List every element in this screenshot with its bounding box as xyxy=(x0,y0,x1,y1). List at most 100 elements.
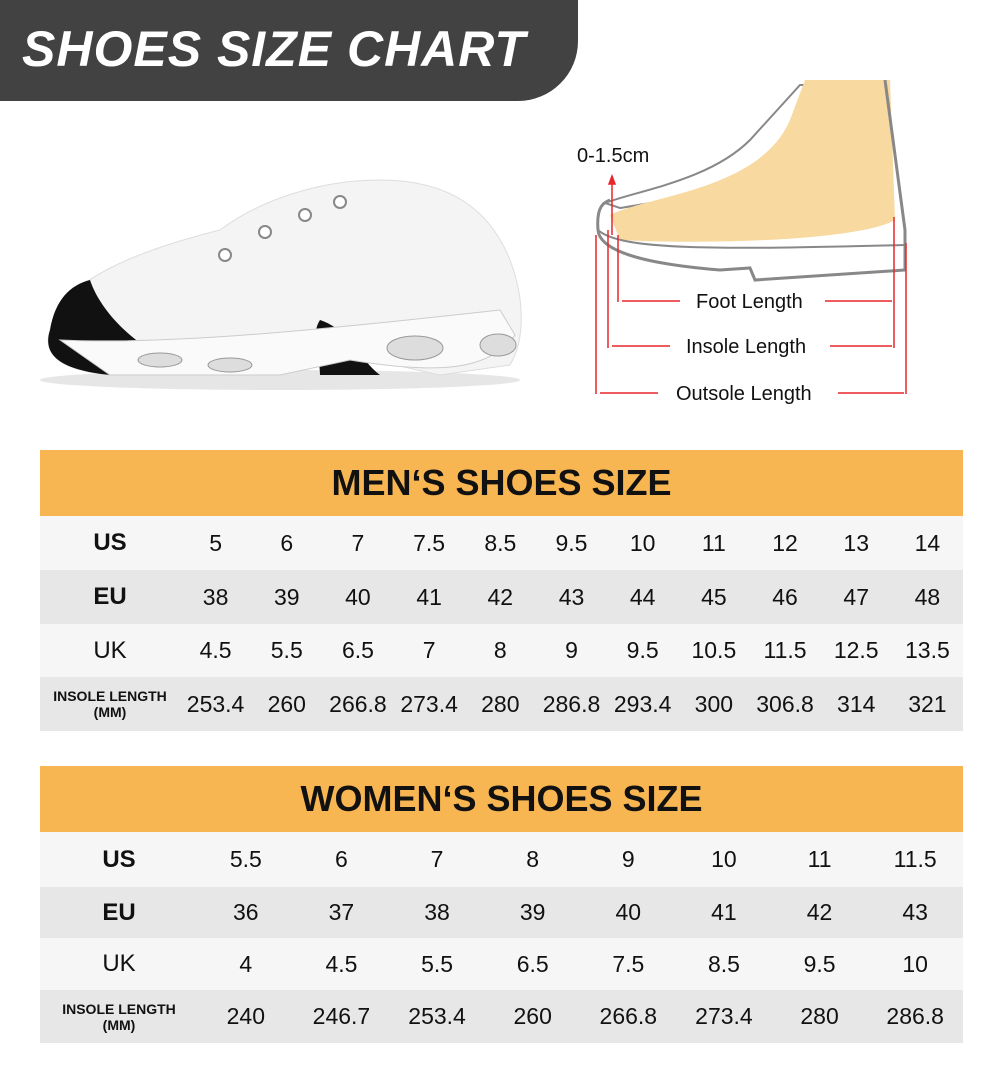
row-label: INSOLE LENGTH (MM) xyxy=(40,688,180,720)
table-cell: 9 xyxy=(621,846,635,872)
table-cell: 246.7 xyxy=(312,1003,371,1029)
table-cell: 10.5 xyxy=(691,637,737,663)
table-cell: 6.5 xyxy=(516,950,549,977)
table-cell: 11.5 xyxy=(893,846,937,872)
row-label: US xyxy=(102,845,136,873)
table-cell: 321 xyxy=(908,690,947,717)
table-cell: 12 xyxy=(772,529,798,556)
table-row-us: US 5 6 7 7.5 8.5 9.5 10 11 12 13 14 xyxy=(40,516,963,570)
table-cell: 7 xyxy=(422,637,436,663)
table-cell: 46 xyxy=(772,583,798,610)
table-cell: 8.5 xyxy=(707,950,740,977)
outsole-length-label: Outsole Length xyxy=(676,383,812,405)
table-cell: 8 xyxy=(493,637,507,663)
toe-gap-label: 0-1.5cm xyxy=(577,145,649,167)
insole-length-label: Insole Length xyxy=(686,336,806,358)
table-cell: 40 xyxy=(615,899,642,925)
row-label: UK xyxy=(102,950,136,977)
row-label: US xyxy=(93,529,127,556)
table-cell: 9 xyxy=(565,637,578,663)
foot-measurement-diagram: 0-1.5cm Foot Length Insole Length Outsol… xyxy=(577,80,907,405)
title-banner: SHOES SIZE CHART xyxy=(0,0,578,101)
sneaker-image xyxy=(40,179,522,390)
mens-table-title: MEN‘S SHOES SIZE xyxy=(40,450,963,516)
table-cell: 8.5 xyxy=(484,529,517,556)
table-cell: 4 xyxy=(239,950,253,977)
table-cell: 300 xyxy=(694,690,734,717)
table-cell: 314 xyxy=(837,690,876,717)
table-cell: 9.5 xyxy=(555,529,588,556)
table-row-insole-length: INSOLE LENGTH (MM) 240 246.7 253.4 260 266.8 27… xyxy=(40,990,963,1043)
row-label-unit: (MM) xyxy=(93,704,127,720)
mens-size-table: MEN‘S SHOES SIZE US 5 6 7 7.5 8.5 9.5 10 11 12 13 1… xyxy=(40,450,963,731)
row-label-line: INSOLE LENGTH xyxy=(62,1000,176,1017)
table-cell: 6.5 xyxy=(341,637,374,663)
table-cell: 10 xyxy=(629,529,656,556)
table-row-eu: EU 36 37 38 39 40 41 42 43 xyxy=(40,887,963,938)
table-cell: 273.4 xyxy=(400,690,458,717)
table-cell: 7.5 xyxy=(612,950,645,977)
row-label: EU xyxy=(93,583,127,610)
table-row-uk: UK 4.5 5.5 6.5 7 8 9 9.5 10.5 11.5 12.5 13.5 xyxy=(40,624,963,677)
table-cell: 48 xyxy=(914,583,941,610)
table-cell: 7 xyxy=(430,846,444,872)
table-cell: 5.5 xyxy=(270,637,303,663)
table-cell: 10 xyxy=(902,950,928,977)
table-cell: 306.8 xyxy=(756,690,814,717)
table-cell: 12.5 xyxy=(833,637,879,663)
table-cell: 11 xyxy=(807,846,832,872)
table-cell: 253.4 xyxy=(408,1003,466,1029)
table-cell: 280 xyxy=(800,1003,839,1029)
table-cell: 14 xyxy=(914,529,941,556)
table-cell: 42 xyxy=(487,583,514,610)
table-cell: 6 xyxy=(335,846,348,872)
table-cell: 253.4 xyxy=(186,690,245,717)
table-cell: 43 xyxy=(902,899,928,925)
row-label-line: INSOLE LENGTH xyxy=(53,688,167,704)
table-cell: 38 xyxy=(202,583,229,610)
row-label: EU xyxy=(102,898,136,926)
table-cell: 37 xyxy=(328,899,355,925)
table-cell: 8 xyxy=(526,846,540,872)
row-label: INSOLE LENGTH (MM) xyxy=(40,1001,198,1033)
table-cell: 7 xyxy=(351,529,365,556)
table-cell: 41 xyxy=(711,899,737,925)
table-cell: 266.8 xyxy=(599,1003,658,1029)
table-cell: 40 xyxy=(345,583,371,610)
table-cell: 44 xyxy=(629,583,656,610)
table-cell: 6 xyxy=(280,529,294,556)
table-cell: 4.5 xyxy=(325,950,358,977)
table-cell: 41 xyxy=(416,583,442,610)
table-cell: 260 xyxy=(267,690,306,717)
table-cell: 260 xyxy=(513,1003,552,1029)
table-cell: 266.8 xyxy=(329,690,387,717)
table-cell: 286.8 xyxy=(542,690,601,717)
table-row-us: US 5.5 6 7 8 9 10 11 11.5 xyxy=(40,832,963,887)
table-cell: 9.5 xyxy=(803,950,836,977)
table-cell: 47 xyxy=(843,583,870,610)
table-cell: 5 xyxy=(209,529,222,556)
table-cell: 9.5 xyxy=(626,637,659,663)
table-cell: 240 xyxy=(226,1003,265,1029)
table-cell: 10 xyxy=(711,846,737,872)
table-cell: 36 xyxy=(233,899,259,925)
table-cell: 13 xyxy=(843,529,870,556)
table-cell: 5.5 xyxy=(421,950,454,977)
table-cell: 273.4 xyxy=(695,1003,753,1029)
table-row-uk: UK 4 4.5 5.5 6.5 7.5 8.5 9.5 10 xyxy=(40,938,963,990)
page-title: SHOES SIZE CHART xyxy=(22,21,527,77)
table-cell: 286.8 xyxy=(886,1003,944,1029)
table-row-insole-length: INSOLE LENGTH (MM) 253.4 260 266.8 273.4 280 28… xyxy=(40,677,963,731)
womens-table-title: WOMEN‘S SHOES SIZE xyxy=(40,766,963,832)
table-cell: 293.4 xyxy=(613,690,672,717)
table-cell: 11.5 xyxy=(763,637,807,663)
table-cell: 43 xyxy=(558,583,585,610)
table-cell: 280 xyxy=(481,690,520,717)
table-cell: 42 xyxy=(806,899,833,925)
foot-length-label: Foot Length xyxy=(696,291,803,313)
table-cell: 39 xyxy=(519,899,546,925)
table-cell: 45 xyxy=(701,583,727,610)
table-cell: 39 xyxy=(273,583,300,610)
table-cell: 11 xyxy=(701,529,726,556)
table-cell: 5.5 xyxy=(229,846,262,872)
